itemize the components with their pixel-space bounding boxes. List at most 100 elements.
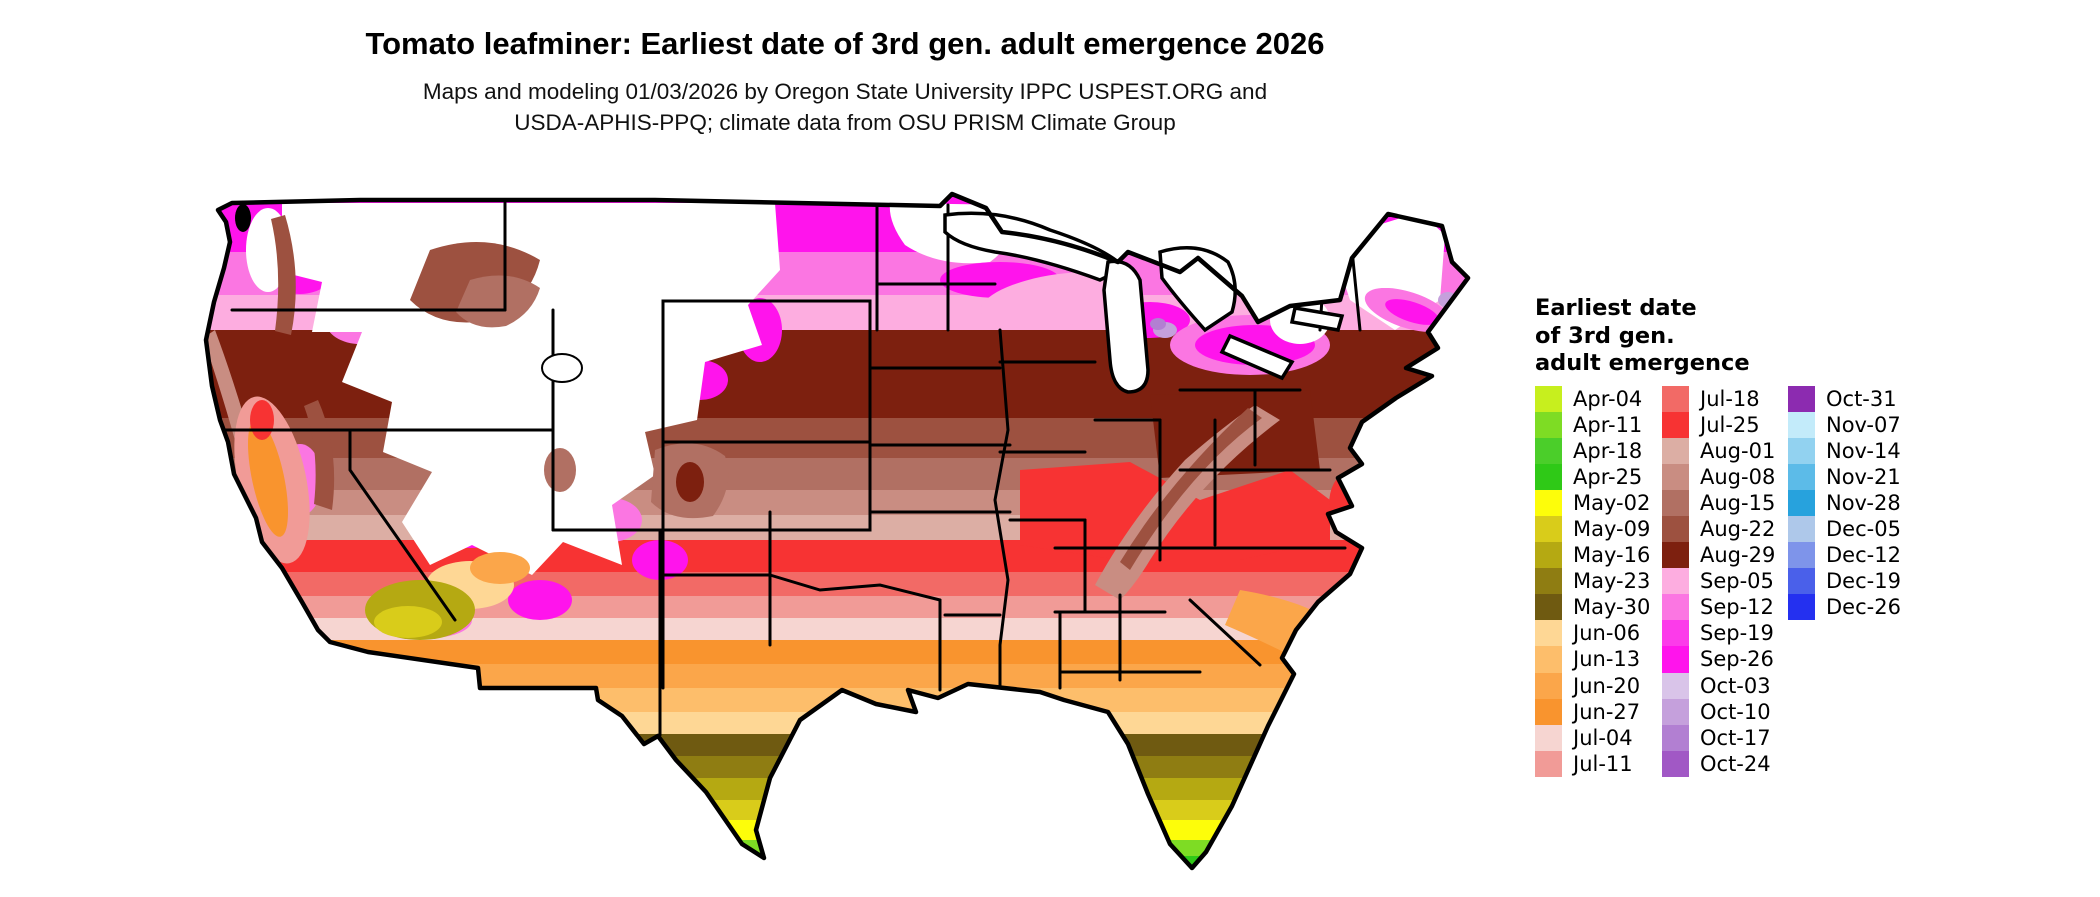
legend-date-label: Jun-27 [1573,699,1641,724]
legend-color-swatch [1662,594,1689,621]
legend-date-label: Jun-06 [1573,621,1641,646]
legend-date-label: Aug-08 [1700,464,1776,489]
legend-entry: Oct-10 [1662,698,1775,725]
legend-color-swatch [1788,463,1815,490]
puget-sound [235,204,251,232]
subtitle-line-1: Maps and modeling 01/03/2026 by Oregon S… [422,79,1268,104]
legend-color-swatch [1535,724,1562,751]
legend-date-label: Sep-26 [1700,647,1774,672]
legend-entry: Sep-26 [1662,646,1775,673]
legend-date-label: Oct-10 [1700,699,1771,724]
legend-date-label: Oct-24 [1700,751,1771,776]
legend-color-swatch [1662,437,1689,464]
legend-color-swatch [1788,515,1815,543]
legend-entry: May-02 [1535,489,1651,516]
legend-entry: Jun-20 [1535,672,1650,699]
legend-entry: Dec-12 [1788,542,1901,569]
legend-entry: Nov-14 [1788,437,1901,464]
legend-entry: Aug-15 [1662,489,1776,516]
legend-column-3: Oct-31 Nov-07 Nov-14 Nov-21 Nov-28 Dec-05 Dec-… [1788,385,1901,621]
legend-color-swatch [1662,411,1689,438]
legend-date-label: Sep-19 [1700,621,1774,646]
legend-color-swatch [1662,620,1689,647]
legend-color-swatch [1662,568,1689,595]
legend-color-swatch [1535,646,1562,673]
legend-entry: Jul-04 [1535,724,1650,751]
legend-date-label: Aug-22 [1700,517,1776,542]
legend-date-label: Oct-31 [1826,386,1897,411]
legend-entry: Jul-18 [1662,385,1775,412]
legend-color-swatch [1535,542,1562,569]
legend-color-swatch [1662,385,1689,412]
subtitle: Maps and modeling 01/03/2026 by Oregon S… [0,76,1690,138]
legend-entry: Dec-26 [1788,594,1901,621]
legend-date-label: May-30 [1573,595,1651,620]
legend-entry: Jul-11 [1535,750,1650,777]
legend-color-swatch [1662,515,1689,543]
legend-date-label: Jun-20 [1573,673,1641,698]
legend-color-swatch [1662,750,1689,777]
legend-color-swatch [1662,646,1689,673]
legend-color-swatch [1535,620,1562,647]
legend-entry: Dec-19 [1788,568,1901,595]
legend-date-label: Jul-18 [1700,386,1760,411]
legend-title-line-2: of 3rd gen. [1535,322,1675,349]
legend-entry: May-09 [1535,515,1651,543]
legend-entry: Aug-29 [1662,542,1776,569]
legend-date-label: Jul-04 [1573,725,1633,750]
us-emergence-map [200,185,1500,892]
legend-date-label: Apr-25 [1573,464,1643,489]
legend-color-swatch [1535,515,1562,543]
legend-entry: May-30 [1535,594,1651,621]
legend-entry: Nov-28 [1788,489,1901,516]
legend-date-label: Oct-17 [1700,725,1771,750]
legend-color-swatch [1788,411,1815,438]
subtitle-line-2: USDA-APHIS-PPQ; climate data from OSU PR… [514,110,1176,135]
legend-color-swatch [1535,385,1562,412]
legend-date-label: Apr-11 [1573,412,1643,437]
legend-date-label: Jun-13 [1573,647,1641,672]
legend-entry: Apr-04 [1535,385,1650,412]
legend-entry: Apr-11 [1535,411,1650,438]
legend-color-swatch [1662,489,1689,516]
legend-date-label: Aug-15 [1700,490,1776,515]
legend-entry: Sep-19 [1662,620,1775,647]
legend-date-label: Oct-03 [1700,673,1771,698]
legend-color-swatch [1662,724,1689,751]
legend-entry: Nov-07 [1788,411,1901,438]
legend-color-swatch [1788,437,1815,464]
legend-entry: Oct-31 [1788,385,1901,412]
legend-date-label: Jul-11 [1573,751,1633,776]
legend-color-swatch [1535,672,1562,699]
legend-color-swatch [1662,672,1689,699]
legend-entry: Nov-21 [1788,463,1901,490]
legend-color-swatch [1662,463,1689,490]
legend-entry: Oct-17 [1662,724,1775,751]
legend-date-label: Sep-05 [1700,569,1774,594]
legend-date-label: May-23 [1573,569,1651,594]
legend-color-swatch [1788,489,1815,516]
legend-date-label: Sep-12 [1700,595,1774,620]
legend-entry: Jun-13 [1535,646,1650,673]
legend-title-line-3: adult emergence [1535,350,1750,376]
legend-entry: Jul-25 [1662,411,1775,438]
legend-entry: Apr-25 [1535,463,1650,490]
legend-entry: Dec-05 [1788,515,1901,543]
legend-date-label: Aug-01 [1700,438,1776,463]
legend-date-label: Dec-12 [1826,543,1901,568]
legend-column-2: Jul-18 Jul-25 Aug-01 Aug-08 Aug-15 Aug-22 Aug-… [1662,385,1776,777]
legend-entry: Aug-22 [1662,515,1776,543]
legend-entry: May-23 [1535,568,1651,595]
legend-date-label: May-02 [1573,490,1651,515]
us-outline [203,191,1471,871]
legend-color-swatch [1662,698,1689,725]
legend-entry: Jun-27 [1535,698,1650,725]
legend-date-label: Aug-29 [1700,543,1776,568]
legend-date-label: May-09 [1573,517,1651,542]
legend-entry: Oct-24 [1662,750,1775,777]
page-title: Tomato leafminer: Earliest date of 3rd g… [365,26,1325,61]
legend-entry: Sep-12 [1662,594,1775,621]
legend-entry: Aug-08 [1662,463,1776,490]
legend-color-swatch [1788,568,1815,595]
legend-date-label: Nov-21 [1826,464,1901,489]
